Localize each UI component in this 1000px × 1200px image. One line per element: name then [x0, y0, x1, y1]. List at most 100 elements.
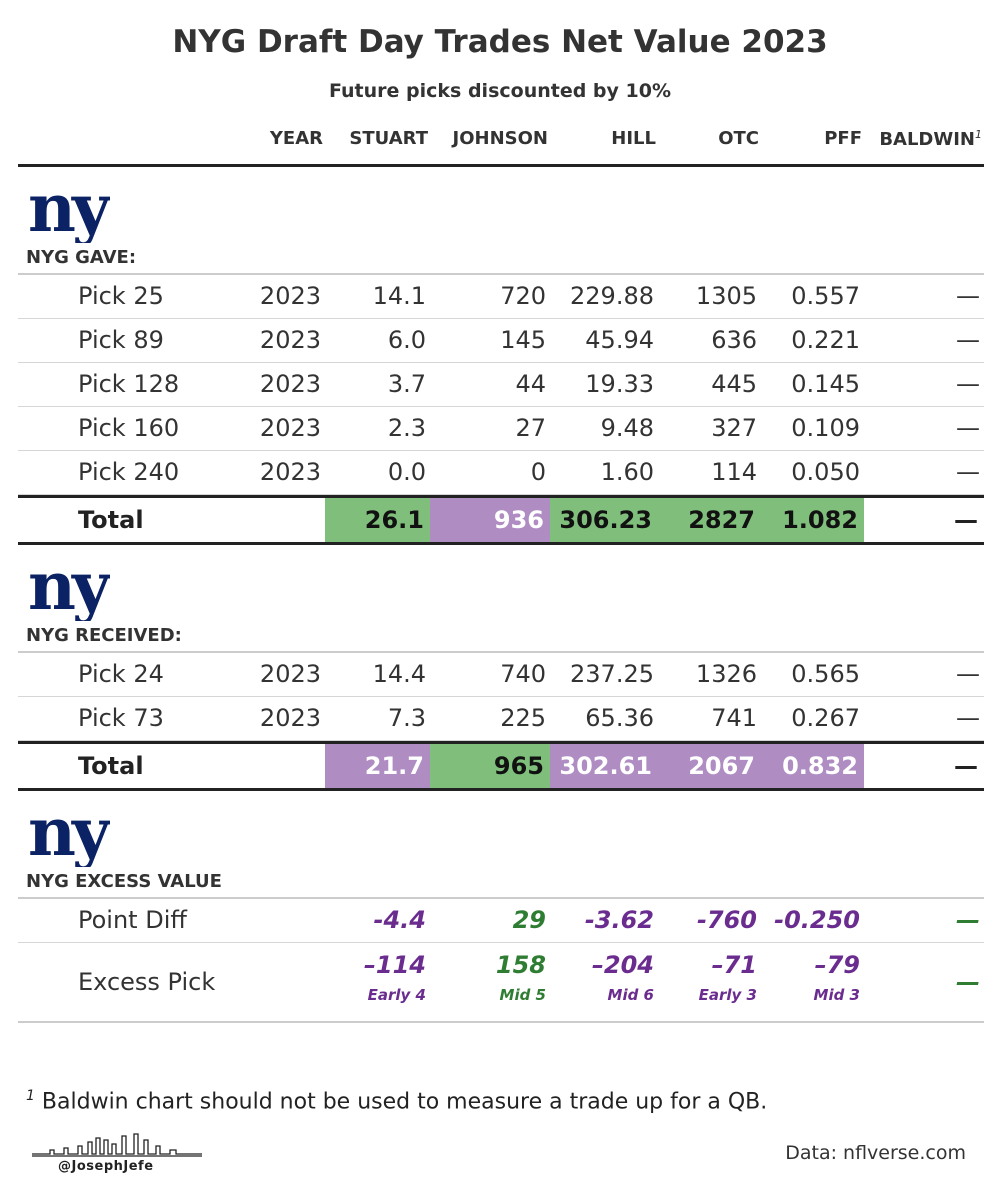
chart-subtitle: Future picks discounted by 10% [328, 80, 672, 102]
table-body: ny NYG GAVE: Pick 25 2023 14.1 720 229.88 1305 0… [18, 167, 984, 1023]
excess-pick-baldwin-cell: — [956, 968, 980, 996]
total-stuart-cell: 21.7 [325, 744, 430, 788]
column-header-row: YEAR STUART JOHNSON HILL OTC PFF BALDWIN… [18, 118, 984, 167]
year-cell: 2023 [259, 414, 321, 442]
johnson-cell: 740 [500, 660, 546, 688]
excess-pick-value: –114 [363, 951, 426, 979]
point-diff-stuart-cell: -4.4 [373, 906, 426, 934]
total-year-cell [228, 498, 325, 542]
johnson-cell: 27 [515, 414, 546, 442]
pff-cell: 0.109 [791, 414, 860, 442]
column-header-stuart: STUART [349, 128, 428, 149]
excess-pick-value: –71 [711, 951, 757, 979]
logo-lettering: ny [28, 557, 110, 621]
hill-cell: 237.25 [570, 660, 654, 688]
giants-ny-logo-icon: ny [28, 179, 110, 243]
logo-row: ny [18, 791, 984, 869]
baldwin-cell: — [956, 414, 980, 442]
column-header-hill: HILL [611, 128, 656, 149]
row-label: Pick 24 [78, 660, 164, 688]
pff-cell: 0.221 [791, 326, 860, 354]
baldwin-cell: — [956, 282, 980, 310]
excess-pick-year-cell [228, 943, 325, 1021]
row-label: Pick 128 [78, 370, 180, 398]
point-diff-hill-cell: -3.62 [584, 906, 654, 934]
excess-pick-row: Excess Pick –114 Early 4 158 Mid 5 –204 Mid 6–… [18, 943, 984, 1023]
row-label: Pick 89 [78, 326, 164, 354]
section-label-excess: NYG EXCESS VALUE [18, 869, 984, 899]
table-row: Pick 89 2023 6.0 145 45.94 636 0.221 — [18, 319, 984, 363]
stuart-cell: 2.3 [387, 414, 426, 442]
logo-lettering: ny [28, 803, 110, 867]
point-diff-label: Point Diff [78, 906, 187, 934]
row-label: Pick 73 [78, 704, 164, 732]
point-diff-johnson-cell: 29 [512, 906, 546, 934]
baldwin-cell: — [956, 458, 980, 486]
pff-cell: 0.557 [791, 282, 860, 310]
value-table: YEAR STUART JOHNSON HILL OTC PFF BALDWIN… [18, 118, 984, 1023]
table-row: Pick 128 2023 3.7 44 19.33 445 0.145 — [18, 363, 984, 407]
baldwin-cell: — [956, 326, 980, 354]
total-label: Total [78, 506, 144, 534]
baldwin-footnote-marker: 1 [975, 128, 982, 141]
otc-cell: 114 [711, 458, 757, 486]
johnson-cell: 44 [515, 370, 546, 398]
excess-pick-value: –79 [814, 951, 860, 979]
total-hill-cell: 302.61 [550, 744, 658, 788]
hill-cell: 9.48 [600, 414, 654, 442]
total-baldwin-cell: — [954, 506, 978, 534]
year-cell: 2023 [259, 704, 321, 732]
section-label-gave: NYG GAVE: [18, 245, 984, 275]
chart-title: NYG Draft Day Trades Net Value 2023 [172, 24, 828, 60]
hill-cell: 229.88 [570, 282, 654, 310]
total-otc-cell: 2067 [658, 744, 761, 788]
total-row: Total 21.7 965 302.61 2067 0.832 — [18, 741, 984, 791]
excess-pick-value: –204 [591, 951, 654, 979]
year-cell: 2023 [259, 458, 321, 486]
row-label: Pick 240 [78, 458, 180, 486]
otc-cell: 741 [711, 704, 757, 732]
column-header-blank [18, 118, 228, 164]
giants-ny-logo-icon: ny [28, 557, 110, 621]
point-diff-baldwin-cell: — [956, 906, 980, 934]
otc-cell: 636 [711, 326, 757, 354]
excess-pick-stuart-cell: –114 Early 4 [325, 943, 430, 1021]
total-row: Total 26.1 936 306.23 2827 1.082 — [18, 495, 984, 545]
column-header-baldwin-cell: BALDWIN1 [864, 118, 984, 164]
year-cell: 2023 [259, 370, 321, 398]
table-row: Pick 25 2023 14.1 720 229.88 1305 0.557 — [18, 275, 984, 319]
johnson-cell: 145 [500, 326, 546, 354]
year-cell: 2023 [259, 326, 321, 354]
excess-pick-pff-cell: –79 Mid 3 [761, 943, 864, 1021]
year-cell: 2023 [259, 282, 321, 310]
column-header-baldwin: BALDWIN [879, 129, 975, 150]
total-stuart-cell: 26.1 [325, 498, 430, 542]
hill-cell: 65.36 [585, 704, 654, 732]
row-label: Pick 25 [78, 282, 164, 310]
total-pff-cell: 1.082 [761, 498, 864, 542]
stuart-cell: 14.4 [372, 660, 426, 688]
total-johnson-cell: 965 [430, 744, 550, 788]
total-baldwin-cell: — [954, 752, 978, 780]
stuart-cell: 7.3 [387, 704, 426, 732]
johnson-cell: 0 [530, 458, 546, 486]
total-hill-cell: 306.23 [550, 498, 658, 542]
pff-cell: 0.267 [791, 704, 860, 732]
section-label-received: NYG RECEIVED: [18, 623, 984, 653]
excess-pick-otc-cell: –71 Early 3 [658, 943, 761, 1021]
excess-pick-round: Early 3 [698, 986, 757, 1004]
stuart-cell: 0.0 [387, 458, 426, 486]
johnson-cell: 225 [500, 704, 546, 732]
excess-pick-value: 158 [495, 951, 546, 979]
table-row: Pick 240 2023 0.0 0 1.60 114 0.050 — [18, 451, 984, 495]
excess-pick-round: Mid 3 [813, 986, 860, 1004]
hill-cell: 45.94 [585, 326, 654, 354]
otc-cell: 445 [711, 370, 757, 398]
data-source-credit: Data: nflverse.com [785, 1142, 966, 1164]
baldwin-cell: — [956, 704, 980, 732]
total-johnson-cell: 936 [430, 498, 550, 542]
excess-pick-label: Excess Pick [78, 968, 216, 996]
point-diff-year-cell [228, 899, 325, 942]
excess-pick-round: Mid 5 [499, 986, 546, 1004]
signature-handle: @JosephJefe [58, 1159, 154, 1174]
